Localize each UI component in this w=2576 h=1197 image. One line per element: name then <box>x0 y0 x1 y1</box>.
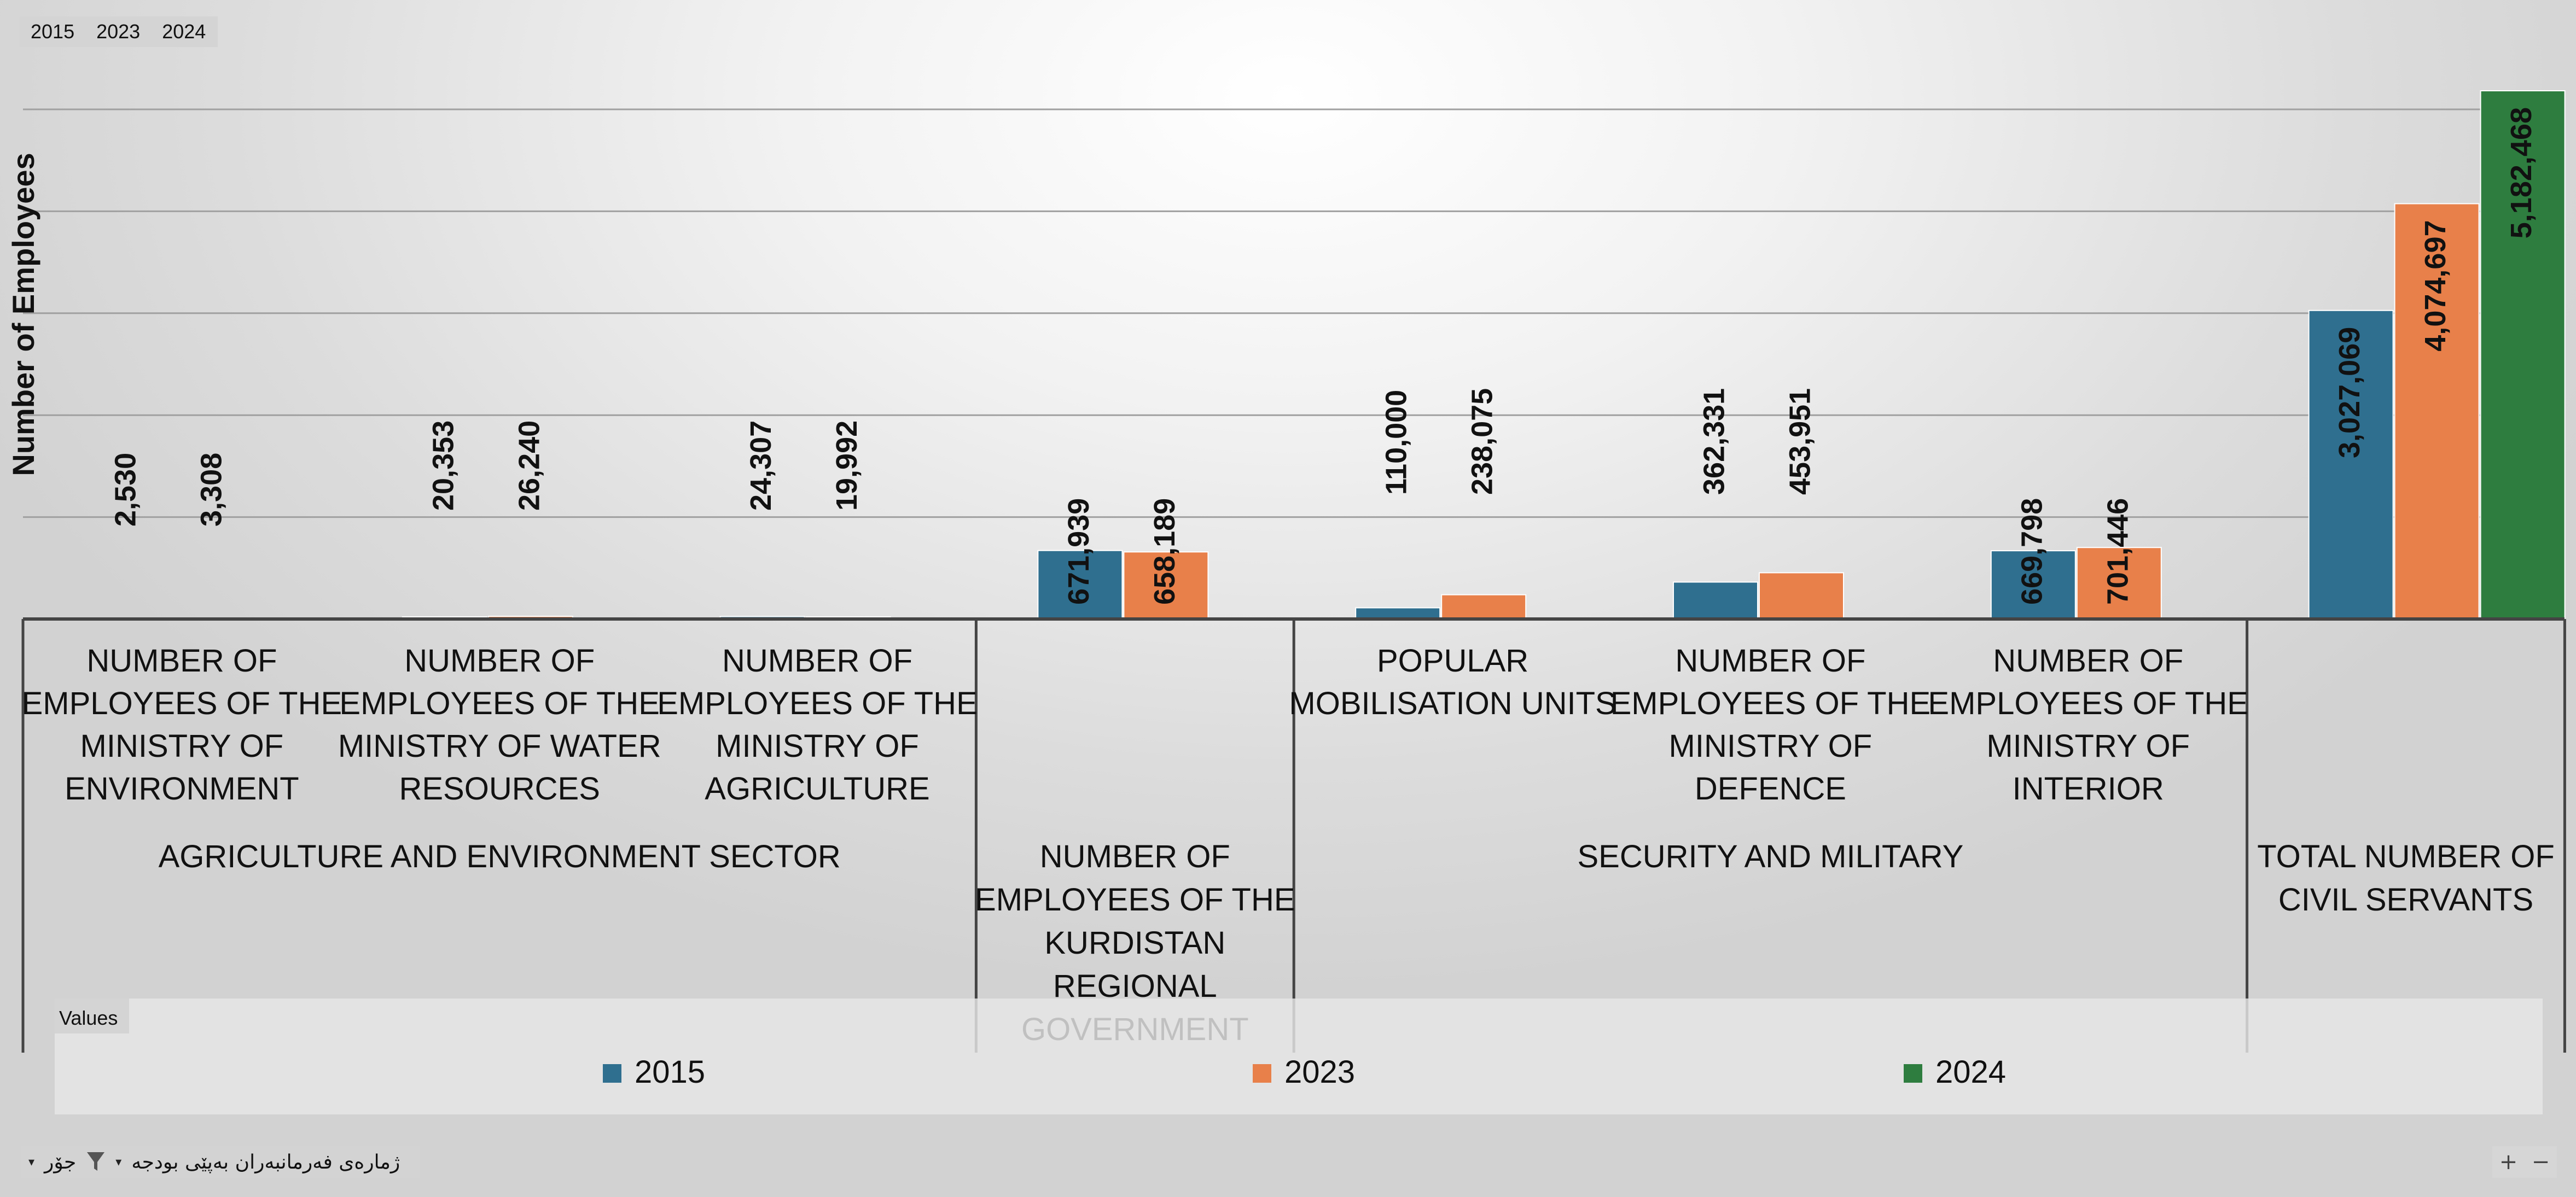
group-label: KURDISTAN <box>1044 925 1225 961</box>
data-label-2015-cat-6: 669,798 <box>2015 498 2048 605</box>
category-label: EMPLOYEES OF THE <box>1928 686 2248 721</box>
bars <box>84 90 2566 620</box>
category-label: INTERIOR <box>2013 771 2164 807</box>
data-label-2015-cat-3: 671,939 <box>1062 498 1095 605</box>
data-label-2023-cat-4: 238,075 <box>1466 388 1499 495</box>
y-axis-title: Number of Employees <box>6 153 40 476</box>
category-label: EMPLOYEES OF THE <box>1610 686 1931 721</box>
group-label: TOTAL NUMBER OF <box>2257 839 2555 874</box>
bar-2015-cat-5 <box>1673 581 1758 620</box>
category-label: MINISTRY OF <box>1986 728 2190 764</box>
bar-2023-cat-3 <box>1123 551 1209 620</box>
group-label: CIVIL SERVANTS <box>2278 882 2533 918</box>
zoom-controls: + − <box>2492 1146 2557 1178</box>
category-label: MINISTRY OF WATER <box>338 728 661 764</box>
category-label: MOBILISATION UNITS <box>1289 686 1616 721</box>
legend-panel <box>55 999 2543 1114</box>
category-label: EMPLOYEES OF THE <box>22 686 342 721</box>
category-label: RESOURCES <box>399 771 600 807</box>
bar-2023-cat-7 <box>2394 203 2480 620</box>
gridlines <box>23 108 2565 518</box>
data-label-2023-cat-2: 19,992 <box>830 421 863 511</box>
category-label: EMPLOYEES OF THE <box>339 686 660 721</box>
group-label: AGRICULTURE AND ENVIRONMENT SECTOR <box>159 839 841 874</box>
category-label: MINISTRY OF <box>716 728 919 764</box>
legend-label-2015: 2015 <box>635 1054 705 1090</box>
data-label-2015-cat-4: 110,000 <box>1380 390 1413 495</box>
values-field-button[interactable] <box>55 999 129 1033</box>
data-label-2023-cat-5: 453,951 <box>1784 388 1817 495</box>
data-label-2024-cat-7: 5,182,468 <box>2505 107 2538 238</box>
filter-field-name[interactable]: جۆر <box>44 1151 77 1173</box>
legend-swatch-2023 <box>1253 1064 1271 1083</box>
filter-field-bar: ▾ جۆر ▾ ژمارەی فەرمانبەران بەپێی بودجە <box>21 1146 420 1178</box>
data-label-2015-cat-2: 24,307 <box>745 421 777 511</box>
category-label: DEFENCE <box>1695 771 1846 807</box>
category-label: ENVIRONMENT <box>65 771 299 807</box>
data-label-2023-cat-1: 26,240 <box>513 421 545 511</box>
field-button-2023[interactable]: 2023 <box>96 20 141 43</box>
data-label-2023-cat-3: 658,189 <box>1148 498 1181 605</box>
zoom-in-button[interactable]: + <box>2499 1149 2518 1175</box>
data-label-2023-cat-0: 3,308 <box>195 453 228 527</box>
bar-2023-cat-4 <box>1441 594 1527 620</box>
category-label: NUMBER OF <box>1675 643 1865 679</box>
group-label: EMPLOYEES OF THE <box>975 882 1295 918</box>
category-label: MINISTRY OF <box>1669 728 1873 764</box>
data-label-2023-cat-6: 701,446 <box>2101 498 2134 605</box>
category-label: NUMBER OF <box>86 643 277 679</box>
bar-2015-cat-4 <box>1355 607 1441 620</box>
category-label: NUMBER OF <box>404 643 595 679</box>
category-label: POPULAR <box>1377 643 1528 679</box>
legend: Values 2015 2023 2024 <box>55 999 2543 1114</box>
data-label-2015-cat-0: 2,530 <box>109 453 142 527</box>
legend-swatch-2015 <box>603 1064 621 1083</box>
chevron-down-icon[interactable]: ▾ <box>28 1155 35 1169</box>
group-label: NUMBER OF <box>1040 839 1230 874</box>
category-label: EMPLOYEES OF THE <box>657 686 978 721</box>
category-label: AGRICULTURE <box>705 771 929 807</box>
category-label: NUMBER OF <box>722 643 912 679</box>
filter-funnel-icon[interactable] <box>86 1150 106 1174</box>
category-label: MINISTRY OF <box>80 728 284 764</box>
legend-label-2024: 2024 <box>1935 1054 2006 1090</box>
data-label-2023-cat-7: 4,074,697 <box>2419 220 2452 351</box>
values-field-label: Values <box>59 1007 118 1029</box>
bar-2015-cat-3 <box>1037 550 1123 620</box>
data-label-2015-cat-7: 3,027,069 <box>2333 327 2366 458</box>
field-button-2024[interactable]: 2024 <box>162 20 206 43</box>
chevron-down-icon[interactable]: ▾ <box>115 1155 122 1169</box>
data-label-2015-cat-5: 362,331 <box>1698 388 1731 495</box>
group-label: SECURITY AND MILITARY <box>1577 839 1963 874</box>
category-axis: NUMBER OF EMPLOYEES OF THE MINISTRY OF ENVI… <box>21 617 2566 1053</box>
zoom-out-button[interactable]: − <box>2531 1149 2550 1175</box>
group-label: REGIONAL <box>1053 968 1217 1004</box>
data-label-2015-cat-1: 20,353 <box>427 421 460 511</box>
bar-2023-cat-5 <box>1759 572 1844 620</box>
bar-2015-cat-6 <box>1990 550 2076 620</box>
legend-swatch-2024 <box>1904 1064 1922 1083</box>
series-field-buttons: 2015 2023 2024 <box>20 16 218 47</box>
data-labels: 2,530 20,353 24,307 671,939 110,000 362,331 66… <box>109 107 2538 605</box>
legend-label-2023: 2023 <box>1284 1054 1355 1090</box>
bar-2024-cat-7 <box>2480 90 2566 620</box>
category-label: NUMBER OF <box>1993 643 2183 679</box>
field-button-2015[interactable]: 2015 <box>31 20 75 43</box>
filter-bar-label[interactable]: ژمارەی فەرمانبەران بەپێی بودجە <box>131 1151 400 1173</box>
